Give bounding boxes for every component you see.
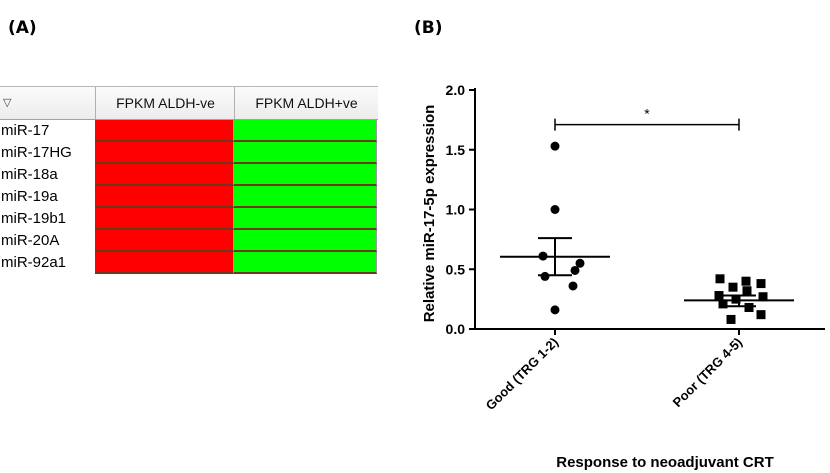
heatmap-row[interactable]: miR-17 [0, 120, 378, 142]
heatmap-cell [95, 142, 234, 164]
heatmap-row-label: miR-18a [0, 164, 95, 186]
data-point [756, 310, 766, 320]
heatmap-column-header[interactable]: FPKM ALDH-ve [95, 87, 235, 119]
panel-a-label: (A) [8, 18, 37, 38]
heatmap-row-label: miR-19a [0, 186, 95, 208]
y-tick-label: 0.5 [446, 261, 466, 277]
data-point [758, 292, 768, 302]
panel-b-label: (B) [414, 18, 443, 38]
data-point [550, 141, 560, 151]
triangle-down-icon[interactable]: ▽ [3, 97, 12, 109]
heatmap-row-label: miR-17 [0, 120, 95, 142]
data-point [550, 305, 560, 315]
heatmap-row[interactable]: miR-20A [0, 230, 378, 252]
heatmap-row-label: miR-92a1 [0, 252, 95, 274]
data-point [540, 271, 550, 281]
heatmap-row-label: miR-19b1 [0, 208, 95, 230]
data-point [742, 286, 752, 296]
y-tick-label: 2.0 [446, 82, 466, 98]
heatmap-row-label: miR-20A [0, 230, 95, 252]
data-point [538, 251, 548, 261]
heatmap-row[interactable]: miR-17HG [0, 142, 378, 164]
heatmap-cell [95, 120, 234, 142]
x-axis-title: Response to neoadjuvant CRT [556, 454, 774, 471]
y-tick-label: 1.0 [446, 202, 466, 218]
heatmap-cell [234, 230, 377, 252]
data-point [550, 205, 560, 214]
heatmap-column-header[interactable]: FPKM ALDH+ve [234, 87, 378, 119]
heatmap-cell [95, 230, 234, 252]
y-axis-title: Relative miR-17-5p expression [421, 105, 438, 323]
heatmap-cell [95, 208, 234, 230]
significance-label: * [644, 106, 650, 122]
x-tick-label: Good (TRG 1-2) [483, 335, 562, 414]
heatmap-cell [234, 208, 377, 230]
data-point [726, 314, 736, 324]
data-point [715, 274, 725, 284]
data-point [756, 279, 766, 289]
data-point [568, 281, 578, 291]
x-tick-label: Poor (TRG 4-5) [670, 335, 745, 410]
heatmap-cell [234, 186, 377, 208]
data-point [728, 282, 738, 292]
heatmap-row[interactable]: miR-19b1 [0, 208, 378, 230]
heatmap-row[interactable]: miR-18a [0, 164, 378, 186]
scatter-chart: 0.0 0.5 1.0 1.5 2.0 Good (TRG 1-2) Poor (TRG 4… [421, 82, 825, 471]
heatmap-row-label: miR-17HG [0, 142, 95, 164]
heatmap-cell [95, 186, 234, 208]
data-point [718, 299, 728, 309]
heatmap-body: miR-17 miR-17HG miR-18a miR-19a miR-19b1 miR-… [0, 120, 378, 274]
expression-heatmap: ▽ FPKM ALDH-ve FPKM ALDH+ve miR-17 miR-17… [0, 86, 378, 274]
heatmap-cell [95, 252, 234, 274]
heatmap-cell [234, 120, 377, 142]
heatmap-cell [95, 164, 234, 186]
data-point [741, 276, 751, 286]
y-tick-label: 1.5 [446, 142, 466, 158]
data-point [731, 294, 741, 304]
data-point [744, 302, 754, 312]
data-point [570, 265, 580, 275]
heatmap-cell [234, 164, 377, 186]
heatmap-cell [234, 142, 377, 164]
heatmap-row[interactable]: miR-19a [0, 186, 378, 208]
data-point [714, 291, 724, 301]
heatmap-row[interactable]: miR-92a1 [0, 252, 378, 274]
data-point [575, 258, 585, 268]
heatmap-header: ▽ FPKM ALDH-ve FPKM ALDH+ve [0, 86, 378, 120]
heatmap-cell [234, 252, 377, 274]
y-tick-label: 0.0 [446, 321, 466, 337]
